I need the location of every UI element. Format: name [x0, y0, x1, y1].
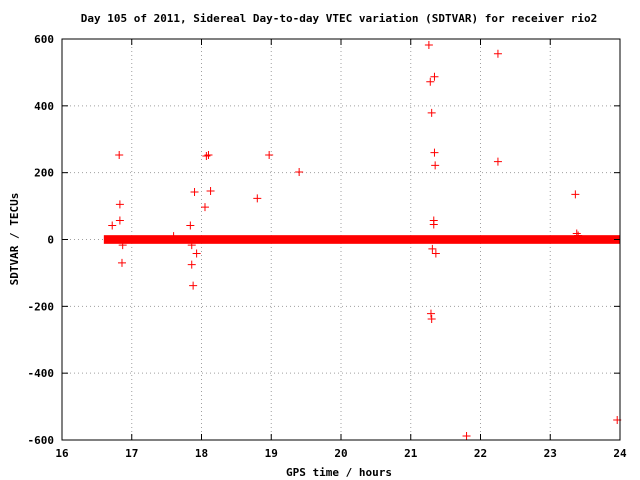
- data-point: [462, 431, 471, 440]
- data-point: [206, 187, 215, 196]
- x-tick-label: 18: [195, 447, 208, 460]
- data-point: [115, 150, 124, 159]
- data-point: [493, 49, 502, 58]
- x-tick-label: 19: [265, 447, 278, 460]
- data-point: [426, 77, 435, 86]
- dense-data-band: [103, 235, 621, 244]
- data-point: [265, 150, 274, 159]
- data-point: [187, 260, 196, 269]
- data-points: [103, 41, 622, 440]
- x-tick-label: 22: [474, 447, 487, 460]
- data-point: [426, 309, 435, 318]
- data-point: [430, 72, 439, 81]
- y-tick-label: 400: [34, 100, 54, 113]
- data-point: [429, 220, 438, 229]
- data-point: [427, 108, 436, 117]
- data-point: [431, 161, 440, 170]
- data-point: [428, 244, 437, 253]
- data-point: [202, 151, 211, 160]
- data-point: [571, 190, 580, 199]
- data-point: [190, 188, 199, 197]
- x-tick-label: 21: [404, 447, 418, 460]
- y-tick-label: 0: [47, 234, 54, 247]
- data-point: [493, 157, 502, 166]
- data-point: [108, 221, 117, 230]
- data-point: [427, 315, 436, 324]
- data-point: [574, 231, 583, 240]
- y-tick-label: 600: [34, 33, 54, 46]
- data-point: [117, 258, 126, 267]
- data-point: [295, 167, 304, 176]
- data-point: [431, 249, 440, 258]
- y-tick-label: 200: [34, 167, 54, 180]
- x-tick-label: 20: [334, 447, 347, 460]
- data-point: [115, 200, 124, 209]
- data-point: [118, 241, 127, 250]
- data-point: [430, 148, 439, 157]
- chart-title: Day 105 of 2011, Sidereal Day-to-day VTE…: [81, 12, 598, 25]
- data-point: [200, 203, 209, 212]
- data-point: [186, 221, 195, 230]
- y-axis-label: SDTVAR / TECUs: [8, 193, 21, 286]
- y-tick-label: -200: [28, 300, 55, 313]
- data-point: [169, 232, 178, 241]
- data-point: [189, 281, 198, 290]
- data-point: [204, 150, 213, 159]
- data-point: [253, 194, 262, 203]
- data-point: [187, 241, 196, 250]
- y-tick-label: -400: [28, 367, 55, 380]
- axis-ticks: 16 17 18 19 20 21 22 23 24 600 400 200 0 -200 -400 -600: [28, 33, 627, 460]
- data-point: [424, 41, 433, 50]
- x-tick-label: 23: [544, 447, 557, 460]
- data-point: [192, 249, 201, 258]
- y-tick-label: -600: [28, 434, 55, 447]
- x-tick-label: 24: [613, 447, 627, 460]
- x-tick-label: 17: [125, 447, 138, 460]
- data-point: [115, 216, 124, 225]
- data-point: [572, 229, 581, 238]
- x-tick-label: 16: [55, 447, 69, 460]
- x-axis-label: GPS time / hours: [286, 466, 392, 479]
